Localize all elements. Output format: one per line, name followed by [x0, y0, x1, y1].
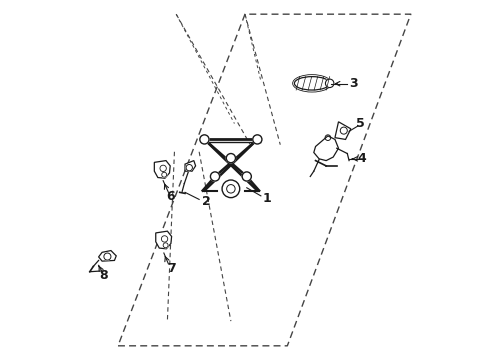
Circle shape	[200, 135, 209, 144]
Circle shape	[161, 236, 168, 242]
Circle shape	[210, 172, 220, 181]
Circle shape	[162, 172, 167, 177]
Polygon shape	[98, 251, 116, 261]
Text: 1: 1	[263, 192, 271, 205]
Text: 6: 6	[167, 190, 175, 203]
Ellipse shape	[294, 77, 330, 90]
Circle shape	[325, 79, 334, 87]
Circle shape	[253, 135, 262, 144]
Text: 8: 8	[99, 270, 107, 283]
Polygon shape	[185, 161, 196, 171]
Circle shape	[163, 243, 168, 248]
Circle shape	[242, 172, 251, 181]
Circle shape	[186, 165, 193, 171]
Text: 2: 2	[202, 195, 211, 208]
Circle shape	[160, 165, 166, 171]
Text: 7: 7	[167, 262, 176, 275]
Polygon shape	[156, 231, 171, 249]
Text: 5: 5	[356, 117, 365, 130]
Polygon shape	[314, 136, 339, 161]
Text: 4: 4	[357, 152, 366, 165]
Circle shape	[104, 253, 111, 260]
Circle shape	[226, 153, 236, 163]
Polygon shape	[335, 122, 351, 139]
Circle shape	[340, 127, 347, 134]
Polygon shape	[154, 161, 170, 178]
Text: 3: 3	[349, 77, 358, 90]
Circle shape	[222, 180, 240, 198]
